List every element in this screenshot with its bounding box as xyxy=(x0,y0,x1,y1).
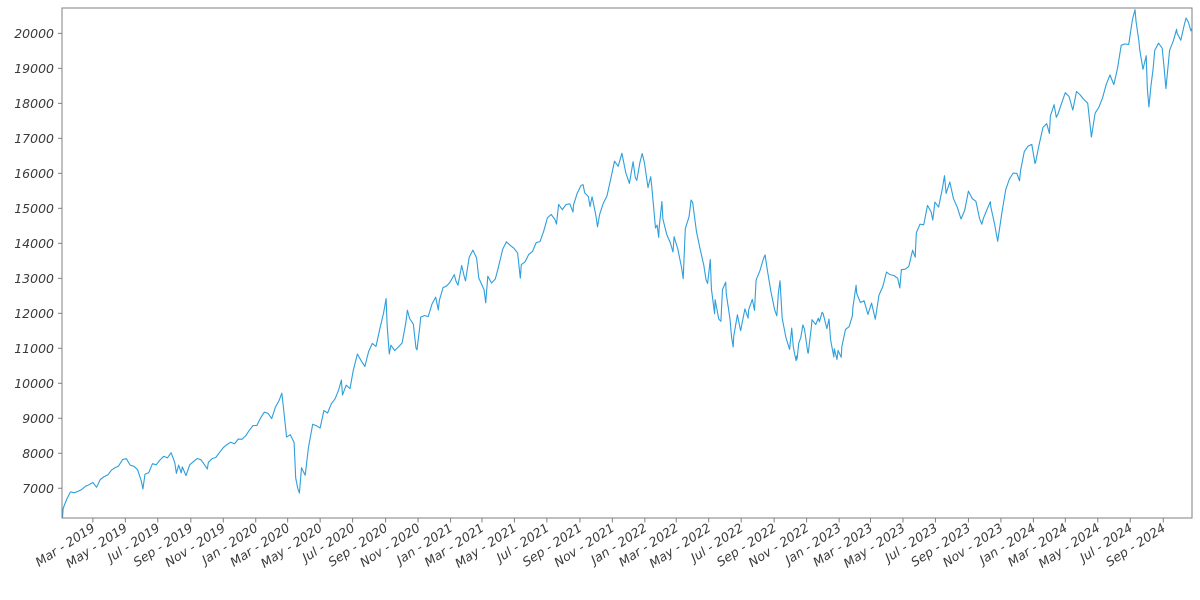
y-tick-label: 7000 xyxy=(22,481,54,496)
y-tick-label: 20000 xyxy=(14,26,54,41)
plot-frame xyxy=(61,7,1193,519)
y-tick-label: 9000 xyxy=(22,411,54,426)
y-tick-label: 19000 xyxy=(14,61,54,76)
y-tick-label: 18000 xyxy=(14,96,54,111)
y-tick-label: 10000 xyxy=(14,376,54,391)
y-tick-label: 13000 xyxy=(14,271,54,286)
y-tick-label: 11000 xyxy=(14,341,54,356)
y-tick-label: 16000 xyxy=(14,166,54,181)
y-tick-label: 15000 xyxy=(14,201,54,216)
y-tick-label: 8000 xyxy=(22,446,54,461)
y-tick-label: 17000 xyxy=(14,131,54,146)
y-tick-label: 14000 xyxy=(14,236,54,251)
y-tick-label: 12000 xyxy=(14,306,54,321)
price-line xyxy=(62,9,1192,518)
